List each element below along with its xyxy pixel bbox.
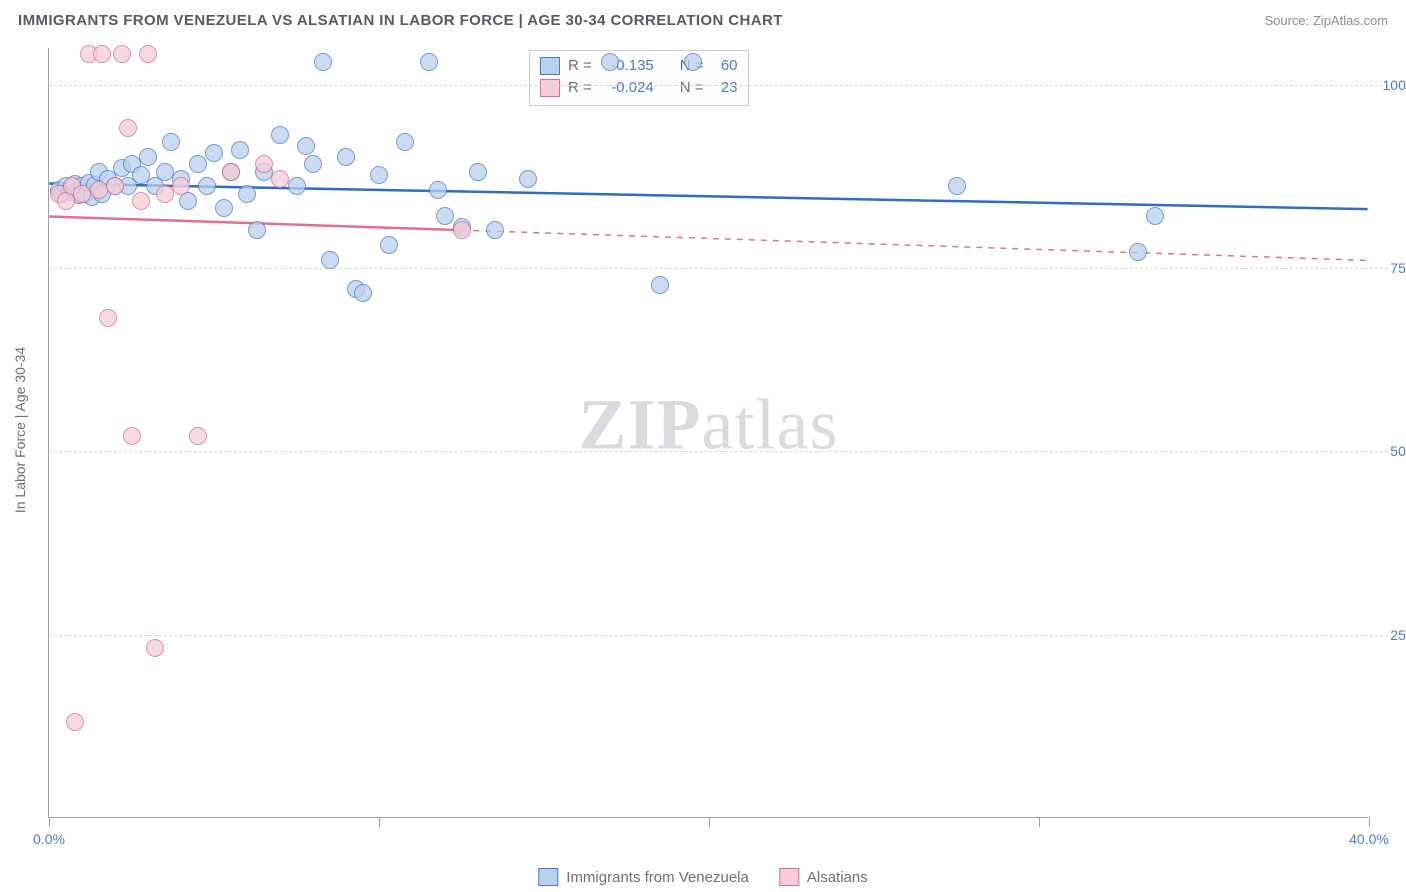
data-point (453, 221, 471, 239)
legend-label: Alsatians (807, 869, 868, 886)
data-point (380, 236, 398, 254)
legend-item: Alsatians (779, 868, 868, 886)
legend-swatch (779, 868, 799, 886)
r-label: R = (568, 77, 592, 99)
series-legend: Immigrants from Venezuela Alsatians (538, 868, 867, 886)
data-point (354, 284, 372, 302)
data-point (396, 133, 414, 151)
data-point (73, 185, 91, 203)
data-point (66, 713, 84, 731)
watermark: ZIPatlas (579, 383, 839, 466)
data-point (132, 192, 150, 210)
x-tick (709, 817, 710, 827)
data-point (436, 207, 454, 225)
x-tick (379, 817, 380, 827)
data-point (198, 177, 216, 195)
data-point (248, 221, 266, 239)
data-point (1129, 243, 1147, 261)
data-point (99, 309, 117, 327)
data-point (90, 181, 108, 199)
data-point (139, 45, 157, 63)
n-value: 60 (712, 55, 738, 77)
y-tick-label: 100.0% (1383, 77, 1406, 93)
data-point (189, 427, 207, 445)
legend-swatch (538, 868, 558, 886)
data-point (420, 53, 438, 71)
scatter-plot: ZIPatlas R =-0.135N =60R =-0.024N =23 25… (48, 48, 1368, 818)
data-point (486, 221, 504, 239)
data-point (519, 170, 537, 188)
stats-legend-row: R =-0.135N =60 (540, 55, 738, 77)
data-point (215, 199, 233, 217)
data-point (231, 141, 249, 159)
data-point (255, 155, 273, 173)
data-point (429, 181, 447, 199)
gridline (49, 635, 1388, 636)
data-point (119, 119, 137, 137)
trend-lines (49, 48, 1368, 817)
data-point (156, 185, 174, 203)
data-point (238, 185, 256, 203)
x-tick (49, 817, 50, 827)
data-point (304, 155, 322, 173)
gridline (49, 268, 1388, 269)
source-label: Source: ZipAtlas.com (1264, 13, 1388, 28)
n-value: 23 (712, 77, 738, 99)
r-label: R = (568, 55, 592, 77)
data-point (370, 166, 388, 184)
gridline (49, 451, 1388, 452)
header: IMMIGRANTS FROM VENEZUELA VS ALSATIAN IN… (0, 0, 1406, 40)
y-tick-label: 75.0% (1390, 260, 1406, 276)
stats-legend-row: R = -0.024 N = 23 (540, 77, 738, 99)
data-point (172, 177, 190, 195)
x-tick (1369, 817, 1370, 827)
data-point (156, 163, 174, 181)
data-point (297, 137, 315, 155)
data-point (93, 45, 111, 63)
x-tick-label: 40.0% (1349, 831, 1389, 847)
data-point (222, 163, 240, 181)
chart-title: IMMIGRANTS FROM VENEZUELA VS ALSATIAN IN… (18, 12, 783, 29)
stats-legend: R =-0.135N =60R = -0.024 N = 23 (529, 50, 749, 106)
data-point (146, 639, 164, 657)
y-axis-title: In Labor Force | Age 30-34 (12, 347, 28, 513)
data-point (337, 148, 355, 166)
data-point (948, 177, 966, 195)
data-point (1146, 207, 1164, 225)
data-point (321, 251, 339, 269)
y-tick-label: 50.0% (1390, 443, 1406, 459)
data-point (205, 144, 223, 162)
data-point (271, 126, 289, 144)
data-point (288, 177, 306, 195)
data-point (314, 53, 332, 71)
legend-item: Immigrants from Venezuela (538, 868, 749, 886)
data-point (123, 427, 141, 445)
data-point (601, 53, 619, 71)
data-point (106, 177, 124, 195)
y-tick-label: 25.0% (1390, 627, 1406, 643)
x-tick (1039, 817, 1040, 827)
legend-swatch (540, 79, 560, 97)
data-point (113, 45, 131, 63)
data-point (684, 53, 702, 71)
data-point (651, 276, 669, 294)
data-point (189, 155, 207, 173)
x-tick-label: 0.0% (33, 831, 65, 847)
data-point (162, 133, 180, 151)
data-point (469, 163, 487, 181)
data-point (271, 170, 289, 188)
legend-label: Immigrants from Venezuela (566, 869, 749, 886)
gridline (49, 85, 1388, 86)
r-value: -0.024 (600, 77, 654, 99)
data-point (139, 148, 157, 166)
n-label: N = (680, 77, 704, 99)
legend-swatch (540, 57, 560, 75)
